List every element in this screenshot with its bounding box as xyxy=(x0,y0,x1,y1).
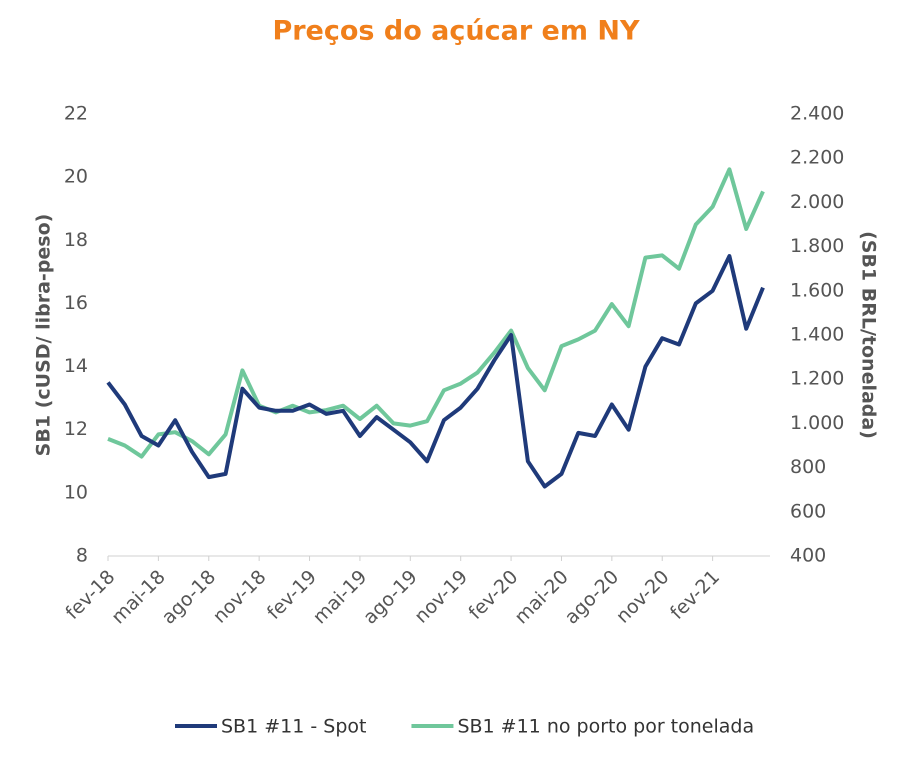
y2-tick-label: 2.000 xyxy=(790,191,844,213)
y-tick-label: 14 xyxy=(64,355,88,377)
x-tick-label: nov-18 xyxy=(209,566,271,628)
y2-tick-label: 1.200 xyxy=(790,368,844,390)
x-tick-label: mai-20 xyxy=(510,566,573,629)
y-axis-title: SB1 (cUSD/ libra-peso) xyxy=(33,214,55,457)
x-tick-label: mai-18 xyxy=(107,566,170,629)
chart-title: Preços do açúcar em NY xyxy=(272,16,640,47)
series-line xyxy=(106,254,765,489)
y2-tick-label: 2.200 xyxy=(790,147,844,169)
x-tick-label: mai-19 xyxy=(309,566,372,629)
y2-tick-label: 800 xyxy=(790,456,826,478)
y-tick-label: 16 xyxy=(64,292,88,314)
y2-axis-title: (SB1 BRL/tonelada) xyxy=(858,231,880,439)
y2-tick-label: 400 xyxy=(790,545,826,567)
legend-label: SB1 #11 - Spot xyxy=(221,716,366,738)
x-tick-label: nov-20 xyxy=(612,566,674,628)
series-line xyxy=(107,167,765,459)
y2-tick-label: 1.400 xyxy=(790,324,844,346)
x-tick-label: fev-21 xyxy=(666,566,724,624)
x-tick-label: ago-19 xyxy=(359,566,422,629)
y2-tick-label: 2.400 xyxy=(790,103,844,125)
y-tick-label: 18 xyxy=(64,229,88,251)
y-tick-label: 8 xyxy=(76,545,88,567)
y-tick-label: 20 xyxy=(64,166,88,188)
x-tick-label: nov-19 xyxy=(410,566,472,628)
y-tick-label: 22 xyxy=(64,103,88,125)
y-tick-label: 12 xyxy=(64,418,88,440)
y2-tick-label: 600 xyxy=(790,500,826,522)
y2-tick-label: 1.600 xyxy=(790,279,844,301)
y2-tick-label: 1.800 xyxy=(790,235,844,257)
x-tick-label: ago-18 xyxy=(157,566,220,629)
x-tick-label: ago-20 xyxy=(561,566,624,629)
y2-tick-label: 1.000 xyxy=(790,412,844,434)
y-tick-label: 10 xyxy=(64,481,88,503)
legend-label: SB1 #11 no porto por tonelada xyxy=(457,716,754,738)
